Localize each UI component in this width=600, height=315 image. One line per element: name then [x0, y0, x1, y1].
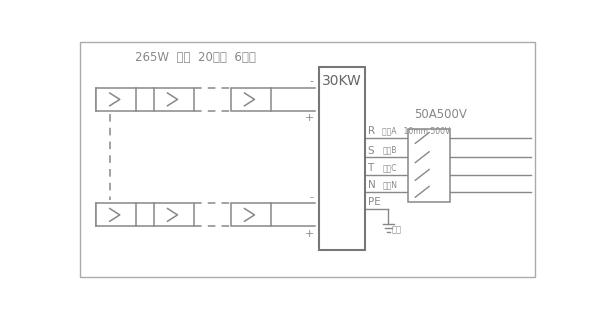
Text: N: N — [368, 180, 376, 190]
Text: 相线A   10mm 500V: 相线A 10mm 500V — [382, 127, 451, 135]
Text: 零线N: 零线N — [382, 180, 397, 190]
Text: 8: 8 — [320, 205, 327, 215]
Text: 相线C: 相线C — [382, 163, 397, 173]
Text: 1: 1 — [320, 89, 327, 100]
Bar — [96, 203, 136, 226]
Text: +: + — [304, 229, 314, 239]
Text: 相线B: 相线B — [382, 146, 397, 155]
Text: -: - — [310, 192, 314, 202]
Text: S: S — [368, 146, 374, 156]
Text: +: + — [304, 113, 314, 123]
Bar — [407, 129, 450, 202]
Bar — [230, 88, 271, 111]
Bar — [230, 203, 271, 226]
Bar — [154, 88, 194, 111]
Bar — [319, 67, 365, 249]
Text: 30KW: 30KW — [322, 74, 362, 88]
Text: R: R — [368, 126, 374, 136]
Text: 50A500V: 50A500V — [414, 108, 467, 121]
Text: 接地: 接地 — [391, 226, 401, 235]
Bar — [154, 203, 194, 226]
Text: -: - — [310, 76, 314, 86]
Bar — [96, 88, 136, 111]
Text: 265W  组件  20串联  6并联: 265W 组件 20串联 6并联 — [136, 50, 256, 64]
Text: T: T — [368, 163, 374, 173]
Text: PE: PE — [368, 197, 380, 207]
